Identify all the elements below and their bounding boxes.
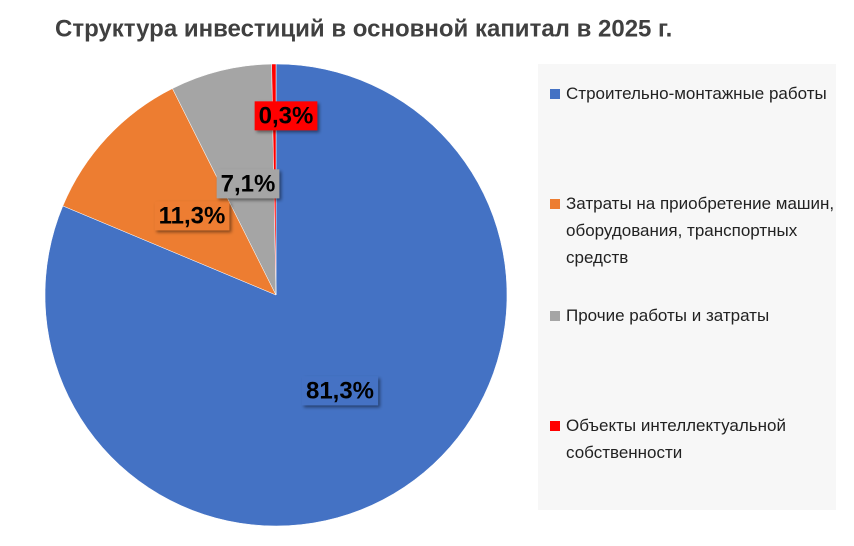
- chart-title: Структура инвестиций в основной капитал …: [55, 15, 672, 42]
- data-label-text: 7,1%: [221, 170, 276, 197]
- pie-slice: [62, 88, 277, 296]
- data-label-box: [301, 376, 379, 406]
- legend-label: Затраты на приобретение машин, оборудова…: [566, 194, 835, 267]
- legend-item: Прочие работы и затраты: [550, 302, 846, 329]
- legend-item: Строительно-монтажные работы: [550, 80, 846, 107]
- data-label-text: 81,3%: [306, 377, 374, 404]
- legend: Строительно-монтажные работы Затраты на п…: [538, 64, 836, 510]
- data-label: 7,1%: [216, 169, 280, 199]
- legend-swatch: [550, 311, 560, 321]
- legend-swatch: [550, 421, 560, 431]
- data-label: 0,3%: [254, 101, 318, 131]
- legend-label: Объекты интеллектуальной собственности: [566, 416, 786, 462]
- legend-swatch: [550, 89, 560, 99]
- data-label-box: [154, 201, 230, 231]
- legend-item: Объекты интеллектуальной собственности: [550, 412, 846, 466]
- data-label: 81,3%: [301, 376, 379, 406]
- legend-label: Прочие работы и затраты: [566, 306, 770, 325]
- data-label-text: 11,3%: [159, 202, 226, 229]
- data-label: 11,3%: [154, 201, 230, 231]
- legend-swatch: [550, 199, 560, 209]
- data-label-box: [216, 169, 280, 199]
- data-label-box: [254, 101, 318, 131]
- data-label-text: 0,3%: [259, 102, 314, 129]
- legend-item: Затраты на приобретение машин, оборудова…: [550, 190, 846, 271]
- legend-label: Строительно-монтажные работы: [566, 84, 827, 103]
